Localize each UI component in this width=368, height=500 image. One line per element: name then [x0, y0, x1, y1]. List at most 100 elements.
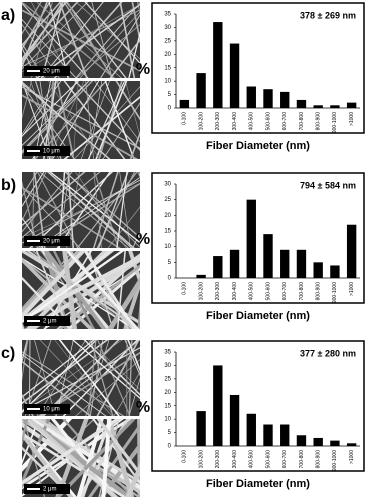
fiber	[22, 251, 81, 315]
bar	[313, 262, 323, 278]
y-tick-label: 5	[168, 92, 172, 98]
x-tick-label: >1000	[349, 282, 355, 296]
panel-label: b)	[1, 177, 16, 194]
fiber	[87, 340, 140, 390]
fiber	[22, 251, 140, 325]
fiber	[119, 2, 136, 78]
fiber	[97, 172, 129, 248]
fiber	[22, 2, 62, 47]
y-tick-label: 0	[168, 276, 172, 282]
scale-bar-label: 20 μm	[43, 239, 60, 245]
fiber	[7, 414, 11, 500]
bar	[313, 437, 323, 446]
x-tick-label: 300-400	[232, 282, 238, 301]
x-tick-label: 0-100	[182, 282, 188, 295]
bar	[280, 424, 290, 446]
annotation: 794 ± 584 nm	[300, 180, 356, 190]
y-tick-label: 20	[164, 213, 171, 219]
fiber	[22, 172, 45, 208]
fiber	[92, 172, 119, 248]
x-tick-label: 700-800	[299, 112, 305, 131]
fiber	[94, 81, 140, 143]
y-tick-label: 10	[164, 417, 171, 423]
fiber	[137, 297, 140, 329]
y-tick-label: 25	[164, 197, 171, 203]
fiber	[125, 81, 140, 138]
annotation: 377 ± 280 nm	[300, 348, 356, 358]
annotation: 378 ± 269 nm	[300, 10, 356, 20]
fiber	[116, 251, 126, 329]
fiber	[96, 340, 140, 416]
chart-frame	[151, 172, 365, 304]
fiber	[22, 186, 121, 248]
x-tick-label: 700-800	[299, 450, 305, 469]
fiber	[26, 251, 140, 329]
scale-bar-label: 10 μm	[43, 407, 60, 413]
fiber	[64, 172, 140, 239]
fiber	[22, 353, 107, 416]
scale-bar-box	[24, 316, 70, 326]
x-tick-label: 900-1000	[332, 112, 338, 133]
fiber	[4, 246, 17, 334]
fiber	[22, 185, 81, 248]
scale-bar-label: 10 μm	[43, 149, 60, 155]
bar	[213, 22, 223, 108]
fiber	[0, 414, 19, 500]
bar	[330, 440, 340, 446]
fiber	[22, 81, 33, 120]
fiber	[79, 11, 140, 78]
x-axis-label: Fiber Diameter (nm)	[206, 310, 310, 322]
bar	[196, 411, 206, 446]
fiber	[73, 81, 79, 159]
x-tick-label: 0-100	[182, 112, 188, 125]
y-tick-label: 35	[164, 350, 171, 356]
fiber	[22, 419, 40, 465]
fiber	[119, 172, 131, 248]
panel-label: a)	[1, 7, 15, 24]
x-tick-label: 200-300	[215, 450, 221, 469]
fiber	[22, 2, 68, 61]
fiber	[22, 419, 29, 448]
fiber	[97, 340, 131, 416]
fiber	[39, 172, 129, 248]
fiber	[22, 82, 111, 159]
fiber	[22, 2, 116, 78]
fiber	[36, 2, 122, 78]
bar	[263, 234, 273, 278]
fiber	[22, 2, 64, 66]
y-tick-label: 0	[168, 106, 172, 112]
fiber	[137, 2, 140, 15]
bar	[296, 249, 307, 278]
fiber	[22, 2, 42, 35]
bar	[313, 105, 323, 108]
bar	[296, 99, 307, 108]
fiber	[96, 419, 140, 477]
chart-frame	[151, 340, 365, 472]
x-tick-label: 800-900	[316, 282, 322, 301]
scale-bar-label: 20 μm	[43, 69, 60, 75]
x-axis-label: Fiber Diameter (nm)	[206, 478, 310, 490]
bar	[246, 86, 256, 108]
scale-bar-box	[24, 66, 70, 76]
fiber	[22, 255, 140, 322]
bar	[196, 73, 206, 108]
fiber	[22, 340, 29, 364]
fiber	[143, 414, 169, 500]
sem-image	[22, 2, 140, 78]
fiber	[22, 419, 26, 427]
bar	[280, 249, 290, 278]
scale-bar-box	[24, 146, 70, 156]
scale-bar-label: 2 μm	[43, 319, 56, 325]
fiber	[22, 81, 57, 135]
x-tick-label: 900-1000	[332, 282, 338, 303]
fiber	[39, 340, 113, 416]
y-tick-label: 25	[164, 376, 171, 382]
bar	[246, 199, 256, 278]
fiber	[22, 9, 140, 72]
fiber	[113, 371, 140, 416]
fiber	[84, 2, 140, 65]
x-tick-label: 800-900	[316, 450, 322, 469]
x-tick-label: 400-500	[249, 282, 255, 301]
